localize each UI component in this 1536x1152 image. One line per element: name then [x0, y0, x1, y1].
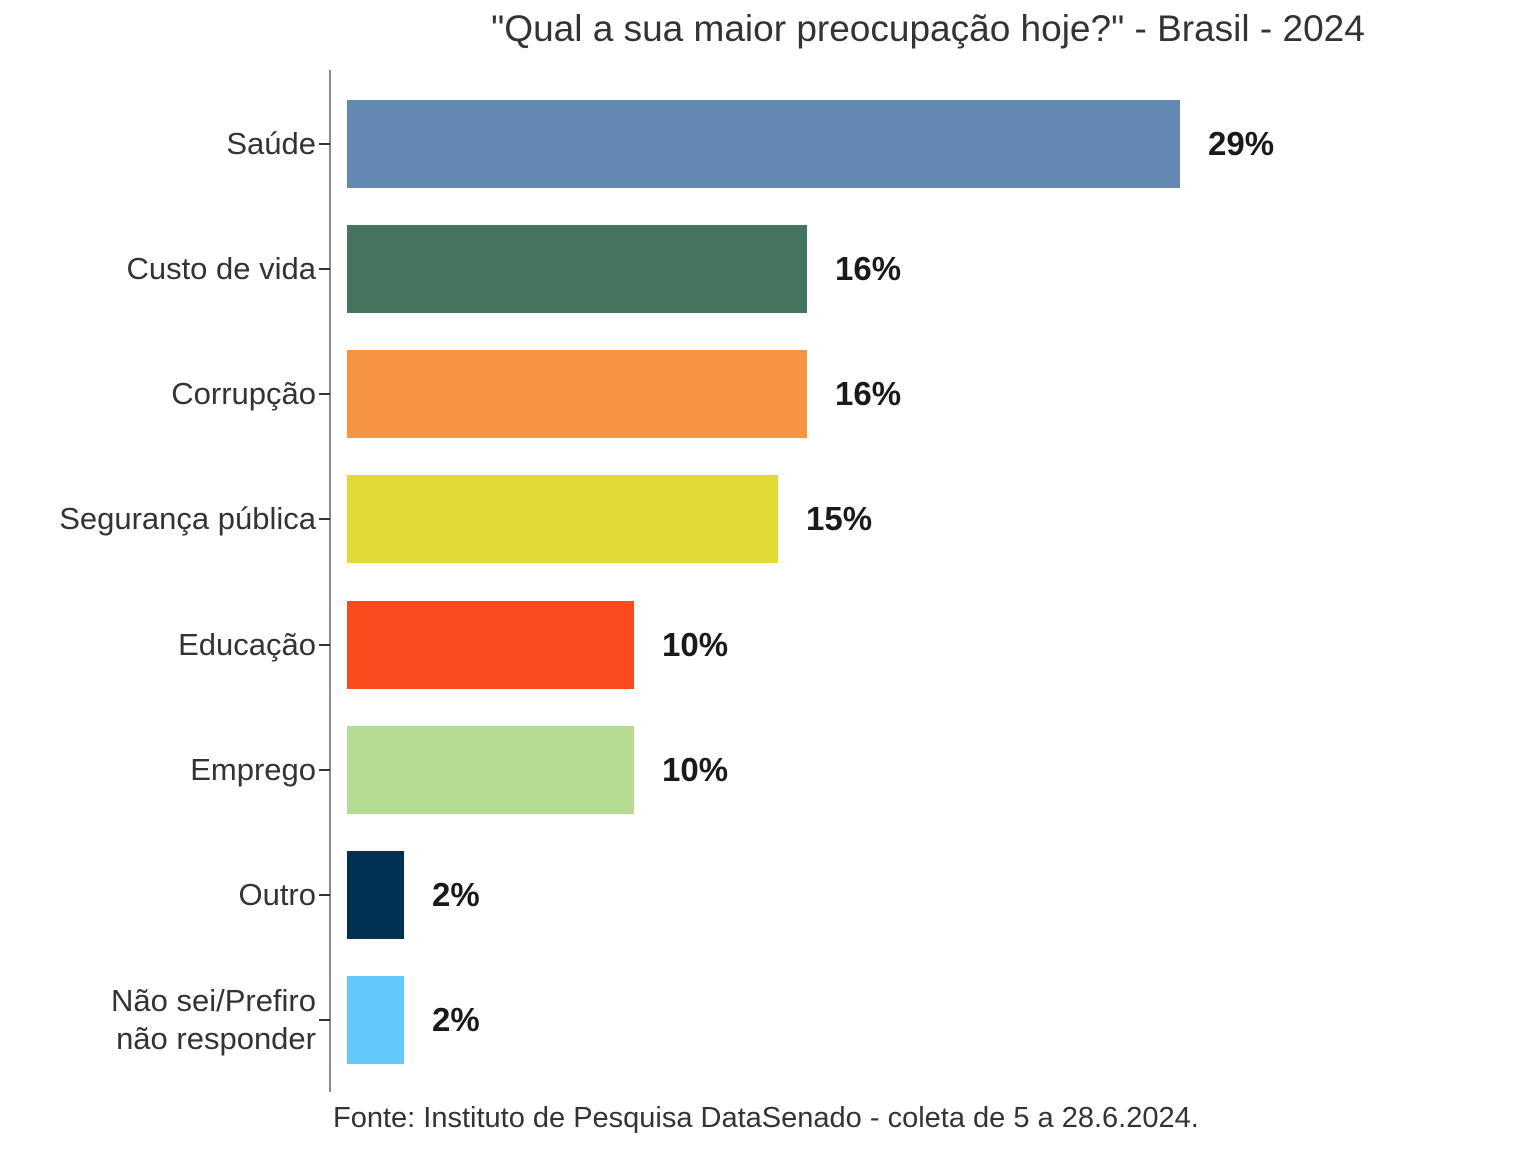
category-label: Outro	[238, 877, 316, 913]
bar	[347, 475, 778, 563]
category-label: Segurança pública	[59, 501, 316, 537]
axis-tick	[319, 1019, 330, 1021]
axis-tick	[319, 769, 330, 771]
bar-row: Custo de vida 16%	[0, 225, 1536, 313]
bar-row: Não sei/Prefiro não responder 2%	[0, 976, 1536, 1064]
bar-row: Emprego 10%	[0, 726, 1536, 814]
value-label: 2%	[432, 1001, 480, 1038]
axis-tick	[319, 393, 330, 395]
axis-tick	[319, 143, 330, 145]
bar-row: Saúde 29%	[0, 100, 1536, 188]
bar	[347, 601, 634, 689]
bar-row: Segurança pública 15%	[0, 475, 1536, 563]
category-label: Corrupção	[171, 376, 316, 412]
value-label: 10%	[662, 626, 729, 663]
bar-row: Educação 10%	[0, 601, 1536, 689]
axis-tick	[319, 644, 330, 646]
bar-row: Corrupção 16%	[0, 350, 1536, 438]
axis-tick	[319, 518, 330, 520]
category-label: Saúde	[226, 126, 316, 162]
bar	[347, 976, 404, 1064]
bar	[347, 851, 404, 939]
value-label: 16%	[835, 250, 902, 287]
category-label: Emprego	[190, 752, 316, 788]
value-label: 16%	[835, 375, 902, 412]
category-label: Não sei/Prefiro não responder	[110, 983, 316, 1056]
bar	[347, 726, 634, 814]
value-label: 2%	[432, 876, 480, 913]
source-caption: Fonte: Instituto de Pesquisa DataSenado …	[333, 1102, 1199, 1134]
value-label: 10%	[662, 751, 729, 788]
y-axis-line	[329, 70, 331, 1092]
category-label: Educação	[178, 627, 316, 663]
value-label: 29%	[1208, 125, 1275, 162]
chart-title: "Qual a sua maior preocupação hoje?" - B…	[491, 8, 1365, 49]
axis-tick	[319, 894, 330, 896]
axis-tick	[319, 268, 330, 270]
bar	[347, 225, 807, 313]
bar	[347, 350, 807, 438]
category-label: Custo de vida	[126, 251, 316, 287]
bar-row: Outro 2%	[0, 851, 1536, 939]
bar	[347, 100, 1180, 188]
value-label: 15%	[806, 500, 873, 537]
